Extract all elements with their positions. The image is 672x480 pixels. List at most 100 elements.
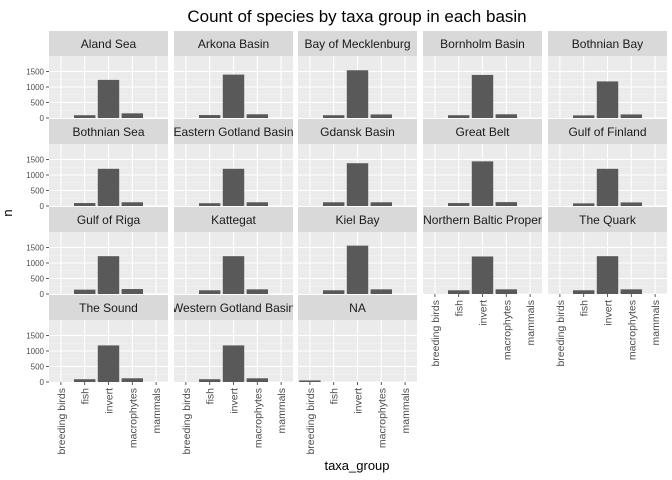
x-tick-label: invert (478, 300, 490, 326)
bar (222, 74, 245, 118)
facet-panel: Kiel Bay (298, 207, 417, 295)
x-tick-label: mammals (650, 300, 662, 346)
bar (596, 256, 619, 294)
y-tick-label: 1500 (26, 68, 44, 77)
y-tick-label: 1500 (26, 156, 44, 165)
y-tick-label: 1000 (26, 171, 44, 180)
facet-panel: Gdansk Basin (298, 119, 417, 207)
facet-panel: NA breeding birds fish invert macrophytes mam… (298, 295, 417, 455)
bar (222, 256, 245, 294)
facet-strip (174, 31, 293, 56)
bar (596, 168, 619, 206)
facet-strip (298, 207, 417, 232)
facet-panel: Northern Baltic Proper breeding birds fish… (423, 207, 542, 367)
bar (471, 161, 494, 206)
bar (495, 202, 518, 206)
bar (222, 345, 245, 382)
facet-panel: Bothnian Bay (548, 31, 667, 119)
bar (246, 202, 269, 206)
bar (596, 81, 619, 118)
bar (495, 114, 518, 118)
bar (447, 290, 470, 294)
facet-panels: Aland Sea 0 500 1000 1500 Arkona Basin Bay of … (26, 31, 667, 455)
x-tick-label: macrophytes (501, 300, 513, 360)
bar (246, 114, 269, 118)
bar (495, 289, 518, 294)
facet-strip (49, 31, 168, 56)
facet-strip (174, 207, 293, 232)
y-tick-label: 500 (31, 187, 45, 196)
facet-strip-label: Gdansk Basin (320, 125, 395, 139)
y-tick-label: 500 (31, 363, 45, 372)
bar (370, 289, 393, 294)
facet-strip (49, 295, 168, 320)
x-tick-label: fish (205, 388, 217, 405)
x-tick-label: mammals (400, 388, 412, 434)
facet-panel: Bothnian Sea 0 500 1000 1500 (26, 119, 168, 211)
facet-strip-label: Bay of Mecklenburg (304, 37, 410, 51)
facet-strip (548, 207, 667, 232)
bar (97, 256, 120, 294)
bar (322, 290, 345, 294)
bar (121, 289, 144, 294)
facet-strip-label: Eastern Gotland Basin (173, 125, 293, 139)
facet-strip (423, 207, 542, 232)
bar (97, 168, 120, 206)
bar (198, 290, 221, 294)
x-tick-label: breeding birds (56, 388, 68, 455)
bar (346, 70, 369, 118)
x-tick-label: invert (229, 388, 241, 414)
y-tick-label: 1000 (26, 83, 44, 92)
facet-strip (548, 119, 667, 144)
bar (198, 203, 221, 206)
x-tick-label: fish (579, 300, 591, 317)
y-tick-label: 1000 (26, 259, 44, 268)
x-tick-label: breeding birds (430, 300, 442, 367)
facet-panel: The Sound 0 500 1000 1500 breeding birds fish i… (26, 295, 168, 455)
facet-panel: Eastern Gotland Basin (173, 119, 293, 207)
facet-strip-label: NA (349, 301, 366, 315)
bar (222, 168, 245, 206)
bar (299, 380, 321, 382)
x-tick-label: breeding birds (555, 300, 567, 367)
bar (471, 256, 494, 294)
x-tick-label: macrophytes (252, 388, 264, 448)
bar (572, 203, 595, 206)
bar (346, 245, 369, 294)
x-tick-label: mammals (525, 300, 537, 346)
facet-strip (298, 295, 417, 320)
bar (346, 163, 369, 206)
bar (471, 74, 494, 118)
bar (246, 378, 269, 382)
facet-strip-label: Great Belt (455, 125, 510, 139)
facet-strip-label: Bothnian Sea (72, 125, 144, 139)
chart-title: Count of species by taxa group in each b… (187, 7, 526, 26)
bar (97, 345, 120, 382)
bar (620, 202, 643, 206)
x-tick-label: macrophytes (626, 300, 638, 360)
y-tick-label: 0 (40, 202, 45, 211)
facet-panel: Bay of Mecklenburg (298, 31, 417, 119)
facet-strip-label: Gulf of Finland (568, 125, 646, 139)
x-axis-title: taxa_group (324, 458, 389, 473)
bar (73, 379, 96, 382)
bar (198, 115, 221, 118)
x-tick-label: mammals (151, 388, 163, 434)
bar (322, 115, 345, 118)
y-tick-label: 0 (40, 290, 45, 299)
facet-strip-label: Western Gotland Basin (172, 301, 295, 315)
facet-strip-label: Arkona Basin (198, 37, 269, 51)
facet-panel: Gulf of Finland (548, 119, 667, 207)
facet-strip (174, 119, 293, 144)
bar (447, 115, 470, 118)
y-tick-label: 1000 (26, 347, 44, 356)
facet-strip-label: Bothnian Bay (572, 37, 643, 51)
facet-panel: Arkona Basin (174, 31, 293, 119)
bar (73, 203, 96, 206)
y-tick-label: 500 (31, 275, 45, 284)
bar (572, 115, 595, 118)
facet-strip-label: Northern Baltic Proper (423, 213, 542, 227)
facet-panel: Gulf of Riga 0 500 1000 1500 (26, 207, 168, 299)
bar (73, 115, 96, 118)
y-tick-label: 500 (31, 99, 45, 108)
